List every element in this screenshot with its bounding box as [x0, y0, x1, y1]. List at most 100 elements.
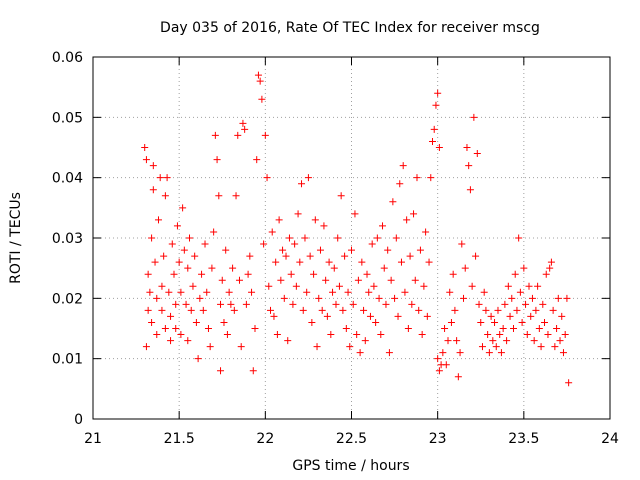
data-point — [230, 306, 238, 314]
data-point — [298, 180, 306, 188]
data-point — [303, 288, 311, 296]
data-point — [337, 192, 345, 200]
data-point — [244, 270, 252, 278]
y-tick-label: 0.01 — [52, 352, 83, 368]
data-point — [277, 276, 285, 284]
data-point — [363, 270, 371, 278]
data-point — [310, 270, 318, 278]
data-point — [192, 318, 200, 326]
data-point — [461, 264, 469, 272]
data-point — [211, 131, 219, 139]
data-point — [325, 258, 333, 266]
data-point — [153, 294, 161, 302]
data-point — [161, 325, 169, 332]
data-point — [392, 234, 400, 242]
data-point — [223, 331, 231, 339]
data-point — [434, 355, 442, 363]
data-point — [353, 331, 361, 339]
data-point — [503, 337, 511, 345]
data-point — [322, 276, 330, 284]
y-tick-label: 0 — [74, 412, 83, 428]
data-point — [541, 318, 549, 326]
data-point — [537, 343, 545, 351]
data-point — [320, 222, 328, 230]
data-point — [413, 174, 421, 182]
data-point — [375, 294, 383, 302]
data-point — [360, 306, 368, 314]
data-point — [279, 246, 287, 254]
data-point — [199, 306, 207, 314]
data-point — [365, 288, 373, 296]
data-point — [389, 198, 397, 206]
data-point — [530, 337, 538, 345]
data-point — [410, 210, 418, 218]
data-point — [511, 270, 519, 278]
data-point — [156, 174, 164, 182]
data-point — [335, 282, 343, 290]
y-axis-label: ROTI / TECUs — [8, 192, 24, 284]
data-point — [499, 325, 507, 332]
data-point — [516, 288, 524, 296]
data-point — [235, 276, 243, 284]
data-point — [344, 288, 352, 296]
data-point — [404, 325, 412, 332]
data-point — [427, 174, 435, 182]
data-point — [547, 258, 555, 266]
data-point — [456, 349, 464, 357]
data-point — [284, 337, 292, 345]
data-point — [165, 288, 173, 296]
data-point — [468, 282, 476, 290]
data-point — [553, 325, 561, 332]
data-point — [491, 318, 499, 326]
data-point — [260, 240, 268, 248]
data-point — [280, 294, 288, 302]
y-tick-label: 0.05 — [52, 110, 83, 126]
data-point — [422, 228, 430, 236]
data-point — [449, 270, 457, 278]
data-point — [544, 331, 552, 339]
data-point — [420, 282, 428, 290]
data-point — [518, 318, 526, 326]
data-point — [528, 294, 536, 302]
data-point — [384, 246, 392, 254]
data-point — [435, 144, 443, 151]
data-point — [397, 258, 405, 266]
data-point — [475, 300, 483, 308]
data-point — [210, 228, 218, 236]
data-point — [408, 300, 416, 308]
data-point — [179, 204, 187, 212]
data-point — [341, 252, 349, 260]
data-point — [189, 282, 197, 290]
data-point — [201, 240, 209, 248]
data-point — [346, 343, 354, 351]
data-point — [554, 294, 562, 302]
data-point — [542, 270, 550, 278]
y-tick-label: 0.03 — [52, 231, 83, 247]
data-point — [356, 349, 364, 357]
data-point — [161, 192, 169, 200]
data-point — [504, 282, 512, 290]
data-point — [249, 367, 257, 375]
data-point — [492, 343, 500, 351]
data-point — [153, 331, 161, 339]
data-point — [301, 234, 309, 242]
data-point — [366, 312, 374, 320]
data-point — [177, 331, 185, 339]
data-point — [313, 343, 321, 351]
grid-lines — [93, 57, 610, 419]
data-point — [425, 258, 433, 266]
data-point — [558, 312, 566, 320]
data-point — [435, 367, 443, 375]
data-point — [535, 325, 543, 332]
data-point — [401, 288, 409, 296]
data-point — [509, 325, 517, 332]
data-point — [198, 270, 206, 278]
data-point — [349, 300, 357, 308]
data-point — [315, 294, 323, 302]
x-tick-label: 21.5 — [164, 431, 195, 447]
data-point — [497, 349, 505, 357]
data-point — [525, 282, 533, 290]
data-point — [546, 264, 554, 272]
data-point — [484, 331, 492, 339]
data-point — [334, 234, 342, 242]
